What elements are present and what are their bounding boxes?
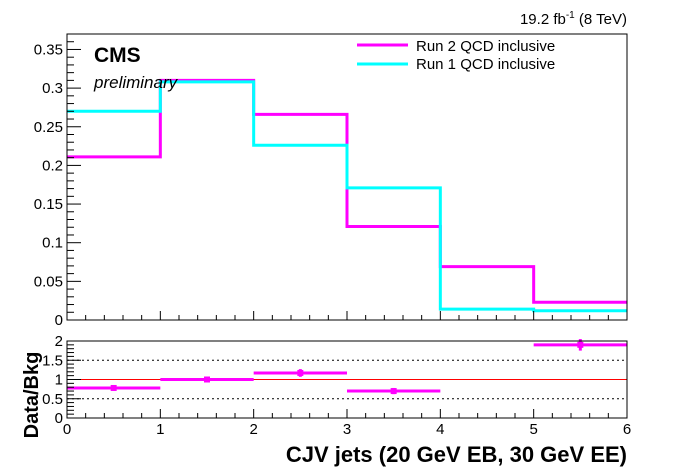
legend: Run 2 QCD inclusive Run 1 QCD inclusive (357, 38, 555, 73)
cms-label: CMS (94, 44, 141, 67)
histogram-series-1 (67, 78, 627, 304)
lumi-label: 19.2 fb-1 (8 TeV) (520, 10, 627, 28)
histogram-marks (67, 78, 627, 313)
x-tick-label: 1 (156, 421, 164, 438)
x-tick-label: 5 (529, 421, 537, 438)
preliminary-label: preliminary (93, 73, 179, 92)
ratio-point (347, 387, 441, 395)
x-tick-label: 0 (63, 421, 71, 438)
histogram-series-2 (67, 80, 627, 313)
ratio-panel: 00.511.520 1 2 3 4 5 6 Data/Bkg CJV jets (20 G… (21, 333, 631, 467)
y-tick-label: 0.2 (42, 157, 63, 174)
ratio-y-tick-label: 0 (55, 410, 63, 427)
y-tick-label: 0.25 (34, 119, 63, 136)
ratio-marker (390, 388, 397, 395)
x-tick-label: 3 (343, 421, 351, 438)
y-tick-label: 0.15 (34, 196, 63, 213)
x-tick-label: 4 (436, 421, 444, 438)
main-axes: 0 0.05 0.1 0.15 0.2 0.25 0.3 0.35 (34, 33, 628, 329)
y-tick-label: 0.35 (34, 41, 63, 58)
ratio-y-tick-label: 0.5 (42, 391, 63, 408)
ratio-point (253, 369, 347, 377)
y-tick-label: 0.05 (34, 273, 63, 290)
ratio-marker (577, 341, 584, 348)
ratio-axes: 00.511.520 1 2 3 4 5 6 (42, 333, 631, 438)
ratio-y-tick-label: 1.5 (42, 352, 63, 369)
ratio-y-tick-label: 2 (55, 333, 63, 350)
main-histogram-panel: 0 0.05 0.1 0.15 0.2 0.25 0.3 0.35 CMS prelimina… (34, 33, 628, 329)
ratio-point (67, 384, 161, 391)
x-axis-title: CJV jets (20 GeV EB, 30 GeV EE) (286, 442, 627, 467)
ratio-y-tick-label: 1 (55, 372, 63, 389)
legend-label-run1: Run 1 QCD inclusive (416, 56, 555, 73)
lumi-exponent: -1 (566, 10, 575, 21)
y-tick-label: 0 (55, 312, 63, 329)
lumi-energy: (8 TeV) (575, 11, 627, 28)
legend-label-run2: Run 2 QCD inclusive (416, 38, 555, 55)
ratio-marker (110, 384, 117, 391)
x-tick-label: 6 (623, 421, 631, 438)
ratio-y-axis-title: Data/Bkg (21, 352, 43, 439)
y-tick-label: 0.3 (42, 80, 63, 97)
ratio-marker (204, 376, 210, 383)
ratio-point (160, 376, 254, 383)
x-tick-label: 2 (249, 421, 257, 438)
lumi-value: 19.2 fb (520, 11, 566, 28)
ratio-marks (67, 339, 627, 400)
y-tick-label: 0.1 (42, 235, 63, 252)
ratio-marker (297, 369, 304, 376)
